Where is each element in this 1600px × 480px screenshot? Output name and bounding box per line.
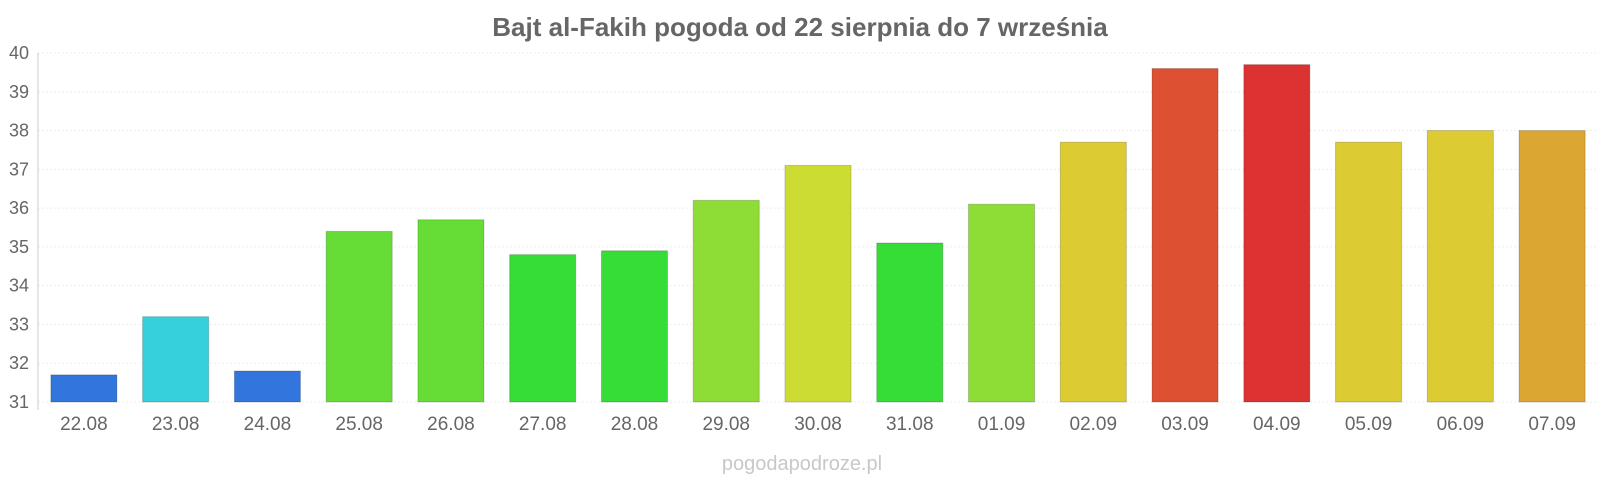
y-tick-label: 36 <box>9 198 29 218</box>
watermark: pogodapodroze.pl <box>722 453 882 475</box>
x-tick-label: 25.08 <box>335 414 383 435</box>
bar <box>325 230 393 403</box>
bar <box>1151 68 1219 403</box>
x-tick-labels: 22.08 23.08 24.08 25.08 26.08 27.08 28.08 29.08… <box>60 414 1576 435</box>
y-tick-label: 37 <box>9 159 29 179</box>
y-tick-label: 40 <box>9 43 29 63</box>
chart-title: Bajt al-Fakih pogoda od 22 sierpnia do 7… <box>492 12 1108 42</box>
bar <box>784 164 852 403</box>
x-tick-label: 29.08 <box>702 414 750 435</box>
bar <box>1243 64 1311 403</box>
bar <box>876 242 944 403</box>
x-tick-label: 04.09 <box>1253 414 1301 435</box>
x-tick-label: 05.09 <box>1345 414 1393 435</box>
bar <box>233 370 301 403</box>
bar <box>600 250 669 403</box>
x-tick-label: 06.09 <box>1437 414 1485 435</box>
x-tick-label: 24.08 <box>244 414 292 435</box>
y-tick-labels: 31 32 33 34 35 36 37 38 39 40 <box>9 43 29 412</box>
x-tick-label: 23.08 <box>152 414 200 435</box>
bar <box>1059 141 1127 403</box>
bar <box>1426 130 1494 403</box>
bar <box>692 199 760 403</box>
y-tick-label: 35 <box>9 237 29 257</box>
bar <box>1335 141 1403 403</box>
x-tick-label: 31.08 <box>886 414 934 435</box>
bars <box>50 64 1586 403</box>
bar <box>417 219 485 403</box>
bar <box>142 316 210 403</box>
x-tick-label: 02.09 <box>1070 414 1118 435</box>
y-tick-label: 32 <box>9 353 29 373</box>
x-tick-label: 01.09 <box>978 414 1026 435</box>
bar <box>509 254 577 403</box>
bar <box>50 374 118 403</box>
x-tick-label: 27.08 <box>519 414 567 435</box>
y-tick-label: 38 <box>9 121 29 141</box>
x-tick-label: 26.08 <box>427 414 475 435</box>
x-tick-label: 07.09 <box>1528 414 1576 435</box>
y-tick-label: 33 <box>9 314 29 334</box>
y-tick-label: 31 <box>9 392 29 412</box>
x-tick-label: 28.08 <box>611 414 659 435</box>
x-tick-label: 03.09 <box>1161 414 1209 435</box>
x-tick-label: 22.08 <box>60 414 108 435</box>
x-tick-label: 30.08 <box>794 414 842 435</box>
bar <box>1518 130 1586 403</box>
y-tick-label: 39 <box>9 82 29 102</box>
y-tick-label: 34 <box>9 276 29 296</box>
bar <box>967 203 1036 403</box>
